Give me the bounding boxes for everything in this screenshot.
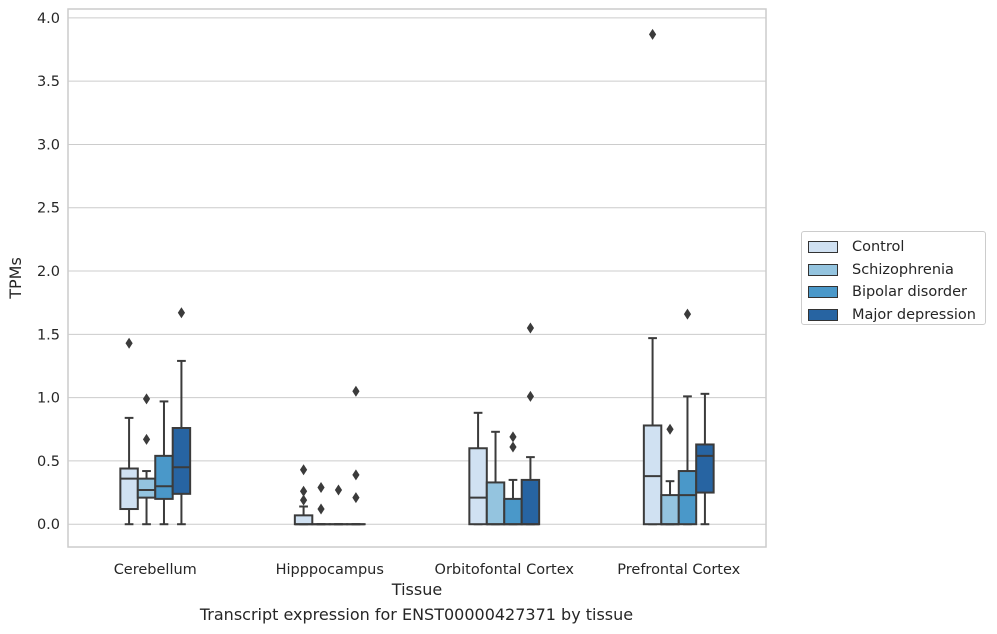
outlier-point: [299, 485, 308, 497]
box-1-3: [660, 423, 680, 526]
legend-label-control: Control: [852, 239, 905, 256]
outlier-point: [317, 482, 325, 494]
y-tick-label: 2.5: [37, 201, 60, 217]
box-3-1: [346, 385, 366, 526]
outlier-point: [666, 423, 674, 435]
y-tick-label: 0.5: [37, 454, 60, 470]
legend-item-control: Control: [808, 236, 985, 259]
outlier-point: [125, 337, 133, 349]
y-tick-label: 4.0: [37, 11, 60, 27]
outlier-point: [509, 431, 517, 443]
outlier-point: [299, 494, 308, 506]
legend-label-bipolar-disorder: Bipolar disorder: [852, 284, 967, 301]
box-3-2: [520, 322, 541, 526]
outlier-point: [509, 441, 517, 453]
outlier-point: [352, 385, 360, 397]
x-tick-label: Orbitofontal Cortex: [435, 562, 575, 578]
y-tick-label: 1.0: [37, 391, 60, 407]
outlier-point: [317, 503, 325, 515]
legend-label-schizophrenia: Schizophrenia: [852, 261, 954, 278]
y-tick-label: 3.5: [37, 74, 60, 90]
outlier-point: [526, 390, 535, 402]
legend-label-major-depression: Major depression: [852, 306, 976, 323]
legend-item-schizophrenia: Schizophrenia: [808, 259, 985, 282]
box-iqr: [136, 477, 157, 499]
legend-swatch-major-depression: [808, 308, 838, 321]
y-axis-label: TPMs: [6, 257, 25, 300]
outlier-point: [177, 307, 186, 319]
box-3-3: [695, 392, 715, 526]
box-iqr: [677, 470, 698, 526]
box-iqr: [154, 454, 174, 500]
chart-caption: Transcript expression for ENST0000042737…: [199, 605, 634, 624]
box-0-2: [468, 411, 488, 526]
legend-item-major-depression: Major depression: [808, 304, 985, 327]
box-iqr: [660, 494, 680, 526]
legend-swatch-schizophrenia: [808, 263, 838, 276]
box-iqr: [293, 514, 314, 526]
y-tick-labels: 0.0 0.5 1.0 1.5 2.0 2.5 3.0 3.5 4.0: [37, 11, 60, 533]
y-tick-label: 1.5: [37, 327, 60, 343]
x-tick-label: Hipppocampus: [276, 562, 384, 578]
box-2-0: [154, 400, 174, 526]
box-iqr: [503, 497, 523, 526]
outlier-point: [648, 28, 657, 40]
box-1-0: [136, 393, 157, 526]
outlier-point: [683, 308, 692, 320]
outlier-point: [142, 433, 151, 445]
box-0-3: [642, 28, 663, 526]
y-tick-label: 0.0: [37, 517, 60, 533]
box-iqr: [642, 424, 663, 526]
outlier-point: [352, 469, 360, 481]
legend: Control Schizophrenia Bipolar disorder M…: [801, 231, 986, 325]
outlier-point: [142, 393, 151, 405]
plot-area-frame: [67, 8, 767, 548]
x-tick-labels: Cerebellum Hipppocampus Orbitofontal Corte…: [114, 562, 741, 578]
box-2-3: [677, 308, 698, 526]
box-iqr: [695, 443, 715, 494]
legend-swatch-control: [808, 241, 838, 254]
box-iqr: [520, 478, 541, 526]
legend-swatch-bipolar-disorder: [808, 286, 838, 299]
y-tick-label: 3.0: [37, 137, 60, 153]
box-0-0: [119, 337, 139, 526]
box-1-2: [485, 430, 506, 526]
box-iqr: [171, 427, 192, 495]
x-axis-label: Tissue: [391, 580, 442, 599]
outlier-point: [352, 492, 360, 504]
x-tick-label: Cerebellum: [114, 562, 197, 578]
box-iqr: [119, 467, 139, 511]
box-1-1: [311, 482, 331, 526]
outlier-point: [299, 464, 308, 476]
box-3-0: [171, 307, 192, 526]
box-2-1: [328, 484, 349, 526]
legend-item-bipolar-disorder: Bipolar disorder: [808, 281, 985, 304]
y-tick-label: 2.0: [37, 264, 60, 280]
outlier-point: [526, 322, 535, 334]
box-groups: [119, 28, 715, 526]
box-iqr: [485, 481, 506, 526]
box-iqr: [468, 447, 488, 526]
x-tick-label: Prefrontal Cortex: [617, 562, 740, 578]
box-2-2: [503, 431, 523, 526]
box-0-1: [293, 464, 314, 526]
outlier-point: [334, 484, 343, 496]
